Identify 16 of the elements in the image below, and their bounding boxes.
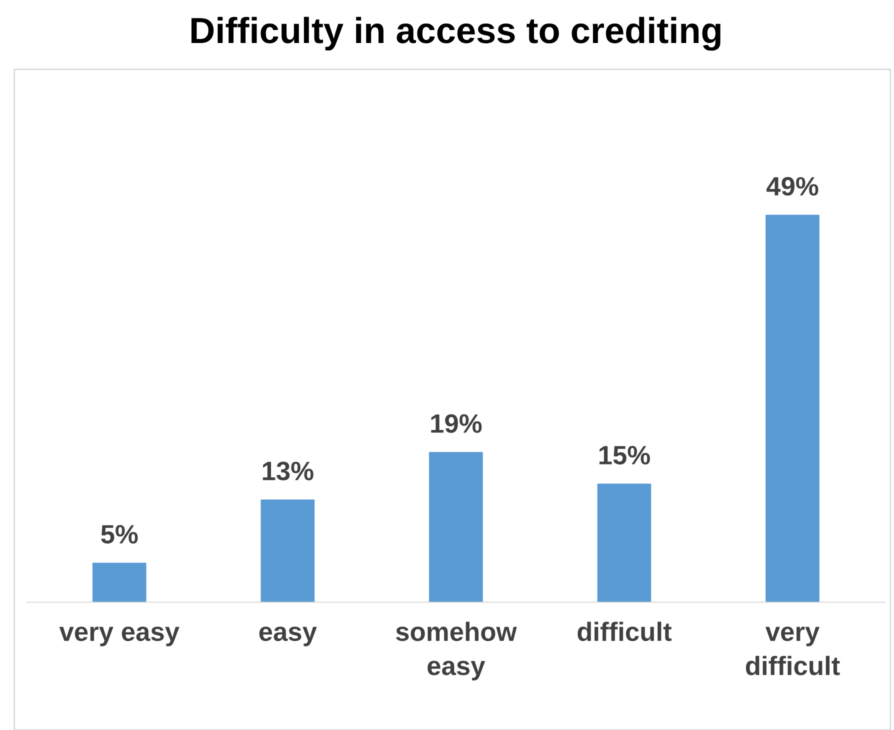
bar	[260, 499, 315, 602]
x-tick-label: very difficult	[746, 626, 840, 676]
data-label: 5%	[101, 524, 138, 544]
bar	[766, 214, 820, 602]
x-tick-label: very easy	[59, 626, 180, 646]
data-label: 13%	[262, 462, 314, 480]
data-label: 49%	[766, 176, 818, 196]
bar	[92, 562, 146, 602]
x-tick-label: somehow easy	[396, 622, 517, 680]
x-tick-label: difficult	[578, 622, 672, 642]
bar	[597, 484, 652, 602]
bar	[429, 452, 483, 602]
chart-title: Difficulty in access to crediting	[191, 16, 720, 51]
data-label: 19%	[431, 414, 482, 433]
data-label: 15%	[599, 446, 650, 465]
x-tick-label: easy	[259, 626, 317, 646]
